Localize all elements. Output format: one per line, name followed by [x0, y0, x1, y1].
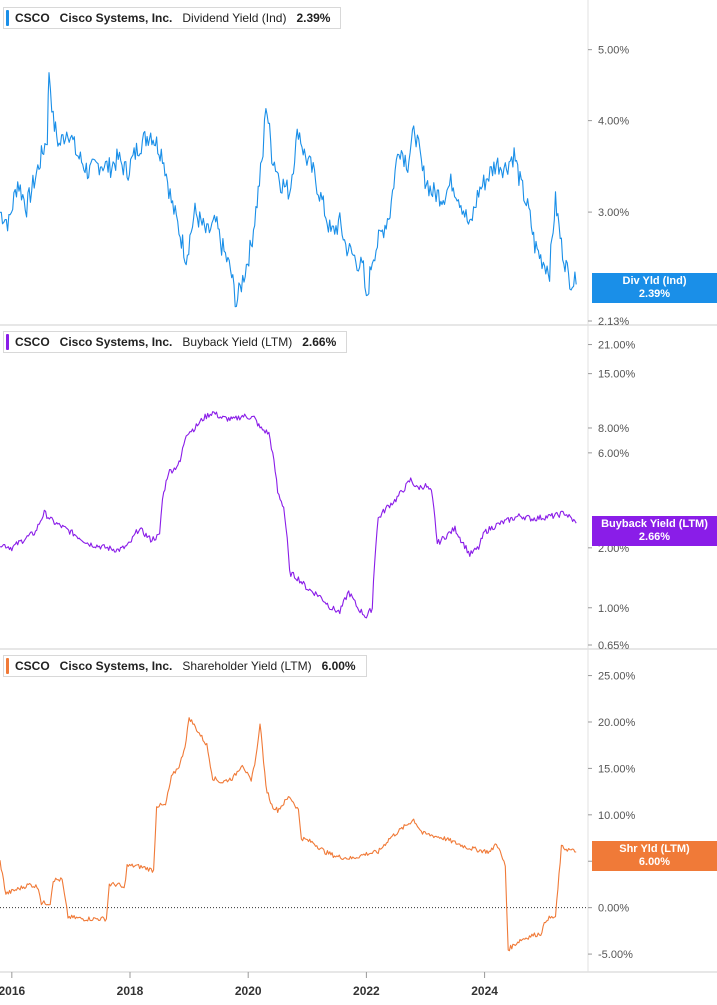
legend-value: 6.00%: [321, 659, 356, 673]
legend-value: 2.66%: [302, 335, 337, 349]
x-tick-label: 2024: [471, 984, 498, 998]
legend-series-name: Dividend Yield (Ind): [182, 11, 287, 25]
legend-ticker: CSCO: [15, 659, 50, 673]
y-tick-label: 21.00%: [598, 340, 636, 352]
legend-series-name: Buyback Yield (LTM): [182, 335, 293, 349]
y-tick-label: 15.00%: [598, 763, 636, 775]
y-tick-label: 25.00%: [598, 671, 636, 683]
value-tag-label: Div Yld (Ind): [622, 275, 687, 287]
y-tick-label: 1.00%: [598, 603, 629, 615]
value-tag-buyback: Buyback Yield (LTM) 2.66%: [592, 516, 717, 546]
y-tick-label: 20.00%: [598, 717, 636, 729]
y-tick-label: 0.00%: [598, 903, 629, 915]
legend-ticker: CSCO: [15, 335, 50, 349]
tick-layer: 5.00%4.00%3.00%2.13%2.421.00%15.00%8.00%…: [0, 45, 636, 998]
series-layer: [0, 72, 577, 952]
legend-value: 2.39%: [296, 11, 331, 25]
legend-dividend-yield[interactable]: CSCO Cisco Systems, Inc. Dividend Yield …: [3, 7, 342, 29]
y-tick-label: 2.13%: [598, 316, 629, 328]
x-tick-label: 2016: [0, 984, 25, 998]
value-tag-shareholder: Shr Yld (LTM) 6.00%: [592, 841, 717, 871]
legend-swatch-shareholder: [6, 658, 9, 674]
y-tick-label: 4.00%: [598, 116, 629, 128]
y-tick-label: -5.00%: [598, 949, 633, 961]
legend-series-name: Shareholder Yield (LTM): [182, 659, 312, 673]
legend-company: Cisco Systems, Inc.: [59, 335, 173, 349]
y-tick-label: 8.00%: [598, 423, 629, 435]
value-tag-value: 6.00%: [638, 856, 671, 868]
grid-layer: [0, 0, 717, 973]
legend-swatch-buyback: [6, 334, 9, 350]
value-tag-label: Buyback Yield (LTM): [601, 518, 708, 530]
legend-shareholder-yield[interactable]: CSCO Cisco Systems, Inc. Shareholder Yie…: [3, 655, 367, 677]
y-tick-label: 6.00%: [598, 448, 629, 460]
value-tag-value: 2.66%: [638, 531, 671, 543]
x-tick-label: 2022: [353, 984, 380, 998]
value-tag-label: Shr Yld (LTM): [619, 843, 690, 855]
value-tag-value: 2.39%: [638, 288, 671, 300]
series-line-2: [0, 717, 577, 952]
y-tick-label: 10.00%: [598, 810, 636, 822]
legend-company: Cisco Systems, Inc.: [59, 11, 173, 25]
y-tick-label: 3.00%: [598, 207, 629, 219]
y-tick-label: 0.65%: [598, 640, 629, 652]
y-tick-label: 15.00%: [598, 369, 636, 381]
legend-company: Cisco Systems, Inc.: [59, 659, 173, 673]
x-tick-label: 2018: [117, 984, 144, 998]
value-tag-dividend: Div Yld (Ind) 2.39%: [592, 273, 717, 303]
x-tick-label: 2020: [235, 984, 262, 998]
series-line-0: [0, 72, 577, 308]
y-tick-label: 5.00%: [598, 45, 629, 57]
legend-swatch-dividend: [6, 10, 9, 26]
series-line-1: [0, 411, 577, 619]
legend-buyback-yield[interactable]: CSCO Cisco Systems, Inc. Buyback Yield (…: [3, 331, 348, 353]
legend-ticker: CSCO: [15, 11, 50, 25]
